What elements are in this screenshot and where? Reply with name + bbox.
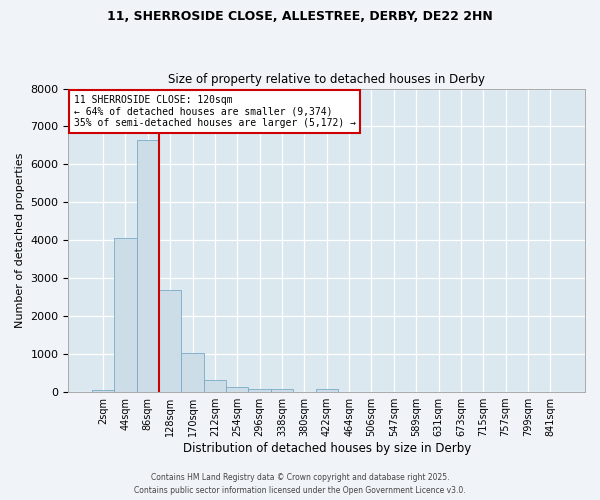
Bar xyxy=(271,389,293,392)
Bar xyxy=(204,380,226,392)
Text: 11, SHERROSIDE CLOSE, ALLESTREE, DERBY, DE22 2HN: 11, SHERROSIDE CLOSE, ALLESTREE, DERBY, … xyxy=(107,10,493,23)
Bar xyxy=(92,390,114,392)
Title: Size of property relative to detached houses in Derby: Size of property relative to detached ho… xyxy=(168,73,485,86)
X-axis label: Distribution of detached houses by size in Derby: Distribution of detached houses by size … xyxy=(182,442,471,455)
Bar xyxy=(137,140,159,392)
Bar xyxy=(114,238,137,392)
Y-axis label: Number of detached properties: Number of detached properties xyxy=(15,152,25,328)
Bar xyxy=(226,387,248,392)
Bar xyxy=(181,354,204,392)
Bar xyxy=(248,389,271,392)
Text: 11 SHERROSIDE CLOSE: 120sqm
← 64% of detached houses are smaller (9,374)
35% of : 11 SHERROSIDE CLOSE: 120sqm ← 64% of det… xyxy=(74,94,356,128)
Text: Contains HM Land Registry data © Crown copyright and database right 2025.
Contai: Contains HM Land Registry data © Crown c… xyxy=(134,474,466,495)
Bar xyxy=(316,389,338,392)
Bar xyxy=(159,290,181,392)
